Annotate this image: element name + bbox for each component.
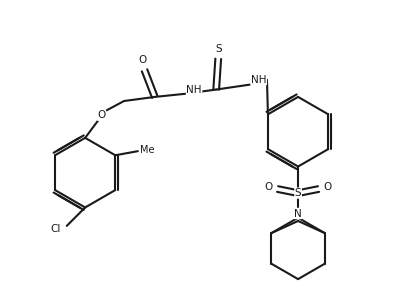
Text: S: S bbox=[215, 43, 222, 54]
Text: O: O bbox=[265, 182, 273, 192]
Text: N: N bbox=[294, 209, 302, 219]
Text: NH: NH bbox=[186, 85, 202, 95]
Text: O: O bbox=[97, 110, 106, 120]
Text: NH: NH bbox=[251, 75, 267, 85]
Text: S: S bbox=[295, 188, 301, 198]
Text: Cl: Cl bbox=[50, 224, 60, 234]
Text: O: O bbox=[323, 182, 332, 192]
Text: Me: Me bbox=[140, 145, 154, 155]
Text: O: O bbox=[139, 55, 146, 65]
